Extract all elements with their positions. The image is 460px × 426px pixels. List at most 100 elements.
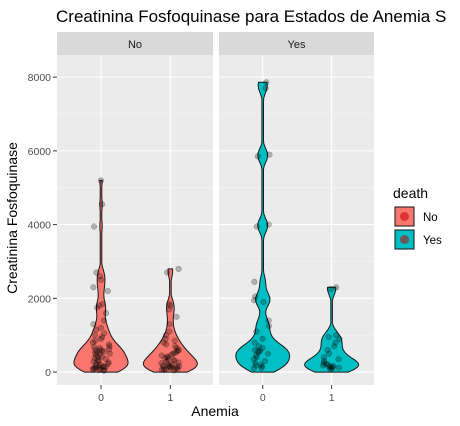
data-point (92, 349, 99, 356)
facet-strip (219, 32, 374, 55)
data-point (336, 335, 343, 342)
data-point (255, 343, 262, 350)
data-point (251, 346, 258, 354)
data-point (96, 351, 104, 358)
data-point (167, 302, 174, 309)
data-point (326, 363, 333, 370)
data-point (174, 347, 182, 354)
data-point (97, 361, 104, 368)
data-point (320, 354, 328, 361)
data-point (166, 300, 173, 307)
data-point (325, 334, 332, 341)
data-point (173, 313, 180, 320)
y-tick-label: 8000 (28, 72, 52, 84)
data-point (95, 357, 102, 364)
data-point (98, 276, 105, 283)
data-point (100, 367, 107, 374)
data-point (330, 363, 337, 370)
data-point (96, 347, 103, 354)
data-point (327, 363, 334, 370)
data-point (94, 354, 102, 361)
data-point (172, 365, 179, 372)
x-tick-label: 1 (329, 392, 335, 404)
data-point (99, 201, 106, 208)
data-point (93, 326, 100, 333)
data-point (331, 343, 338, 350)
data-point (175, 265, 182, 272)
legend-key-no: No (394, 206, 438, 227)
legend-point (400, 235, 409, 244)
data-point (253, 223, 260, 230)
data-point (95, 357, 102, 365)
data-point (258, 364, 265, 371)
data-point (322, 360, 330, 368)
data-point (104, 360, 111, 368)
y-tick-label: 2000 (28, 293, 52, 305)
data-point (94, 304, 101, 311)
data-point (333, 284, 340, 291)
data-point (266, 151, 273, 158)
y-tick-label: 6000 (28, 146, 52, 158)
data-point (162, 355, 169, 362)
data-point (261, 357, 269, 365)
facet-panel-yes: Yes 0 1 (219, 32, 374, 404)
legend-label: Yes (423, 235, 442, 247)
data-point (164, 353, 171, 360)
data-point (93, 360, 100, 367)
data-point (168, 361, 175, 368)
data-point (173, 345, 180, 352)
data-point (251, 297, 258, 304)
data-point (106, 346, 113, 353)
data-point (172, 343, 179, 350)
data-point (93, 362, 100, 369)
data-point (100, 364, 107, 371)
data-point (164, 360, 171, 368)
data-point (89, 339, 96, 346)
data-point (254, 348, 261, 355)
data-point (320, 359, 327, 366)
data-point (99, 300, 106, 307)
data-point (97, 365, 104, 372)
data-point (168, 364, 175, 371)
data-point (161, 366, 168, 373)
data-point (91, 343, 98, 351)
data-point (163, 366, 170, 373)
y-tick-label: 4000 (28, 220, 52, 232)
data-point (176, 363, 183, 370)
data-point (166, 328, 173, 335)
data-point (103, 310, 110, 317)
data-point (175, 346, 182, 354)
data-point (332, 332, 339, 339)
data-point (327, 286, 334, 293)
data-point (158, 360, 165, 367)
data-point (93, 364, 100, 372)
legend-key-yes: Yes (394, 229, 442, 250)
data-point (97, 324, 105, 331)
data-point (168, 351, 175, 358)
data-point (326, 350, 333, 357)
data-point (321, 357, 328, 365)
x-tick-label: 0 (260, 392, 266, 404)
data-point (101, 348, 108, 355)
violin-no-anemia-0 (73, 179, 129, 373)
data-point (91, 355, 98, 362)
data-point (89, 366, 96, 373)
facet-strip (57, 32, 213, 55)
data-point (91, 223, 98, 230)
data-point (100, 317, 107, 324)
data-point (173, 348, 180, 355)
data-point (251, 339, 258, 346)
data-point (262, 85, 269, 92)
data-point (96, 366, 103, 373)
legend-label: No (423, 212, 438, 224)
data-point (163, 341, 170, 348)
facet-panels: No 0 1 Yes 0 1 (57, 32, 374, 404)
legend-point (400, 212, 409, 221)
data-point (332, 339, 339, 346)
data-point (171, 349, 178, 356)
data-point (166, 306, 173, 313)
data-point (94, 349, 101, 356)
violin-no-anemia-1 (142, 268, 198, 373)
data-point (320, 362, 327, 369)
data-point (163, 332, 170, 339)
